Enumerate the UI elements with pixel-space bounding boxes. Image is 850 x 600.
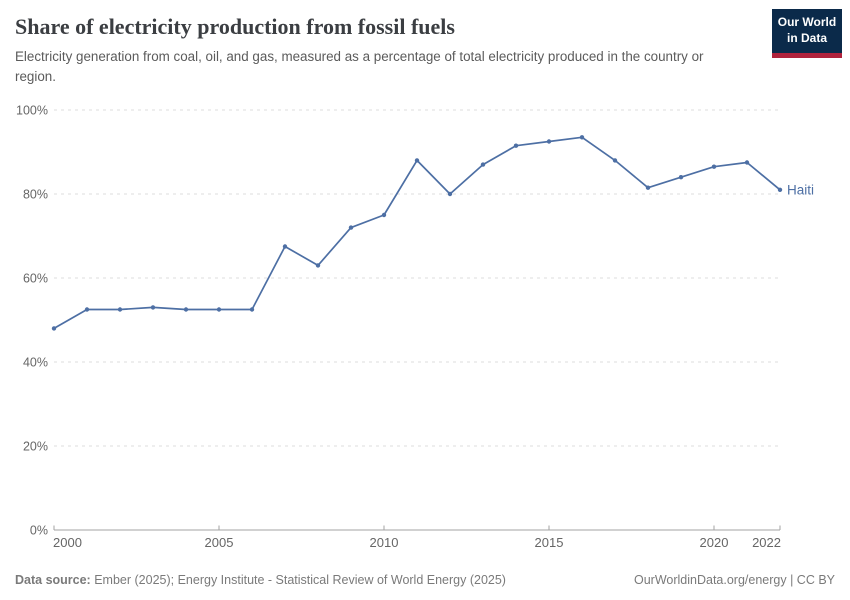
y-tick-label: 80%: [23, 188, 48, 202]
data-point[interactable]: [117, 307, 123, 312]
chart-header: Share of electricity production from fos…: [15, 14, 835, 86]
x-axis-labels: 2000 2005 2010 2015 2020 2022: [53, 535, 781, 550]
x-tick-label: 2005: [205, 535, 234, 550]
data-point[interactable]: [216, 307, 222, 312]
data-point[interactable]: [84, 307, 90, 312]
data-source-text: Ember (2025); Energy Institute - Statist…: [94, 573, 506, 587]
y-tick-label: 60%: [23, 272, 48, 286]
owid-logo-line1: Our World: [777, 15, 837, 29]
data-point[interactable]: [579, 135, 585, 140]
chart-plot-area: 0% 20% 40% 60% 80% 100% 2000 2005 2010 2015 2020 20…: [0, 95, 850, 560]
data-point[interactable]: [645, 185, 651, 190]
data-point[interactable]: [744, 160, 750, 165]
data-point[interactable]: [513, 143, 519, 148]
data-points: [51, 135, 783, 331]
data-point[interactable]: [711, 164, 717, 169]
x-tick-label: 2010: [370, 535, 399, 550]
data-point[interactable]: [612, 158, 618, 163]
chart-subtitle: Electricity generation from coal, oil, a…: [15, 49, 704, 84]
data-point[interactable]: [315, 263, 321, 268]
series-haiti: Haiti: [51, 135, 814, 331]
data-point[interactable]: [51, 326, 57, 331]
data-point[interactable]: [447, 191, 453, 197]
data-source-note: Data source: Ember (2025); Energy Instit…: [15, 573, 506, 587]
data-point[interactable]: [546, 139, 552, 144]
y-tick-label: 40%: [23, 356, 48, 370]
chart-svg: 0%20%40%60%80%100%2000 2005 2010 2015 2020 20…: [16, 104, 814, 551]
x-tick-label: 2000: [53, 535, 82, 550]
gridlines: [54, 109, 780, 447]
y-tick-label: 100%: [16, 104, 48, 118]
data-point[interactable]: [678, 175, 684, 180]
data-point[interactable]: [777, 187, 783, 192]
data-point[interactable]: [381, 212, 387, 218]
owid-logo[interactable]: Our World in Data: [772, 9, 842, 58]
credit-link[interactable]: OurWorldinData.org/energy | CC BY: [633, 573, 835, 587]
y-axis-labels: 0% 20% 40% 60% 80% 100%: [16, 104, 48, 538]
x-tick-label: 2020: [700, 535, 729, 550]
data-point[interactable]: [249, 307, 255, 312]
data-point[interactable]: [414, 158, 420, 163]
data-point[interactable]: [348, 225, 354, 230]
data-point[interactable]: [183, 307, 189, 312]
data-source-label: Data source:: [15, 573, 91, 587]
x-tick-label: 2022: [752, 535, 781, 550]
x-tick-label: 2015: [535, 535, 564, 550]
data-point[interactable]: [282, 244, 288, 249]
y-tick-label: 20%: [23, 440, 48, 454]
chart-title: Share of electricity production from fos…: [15, 14, 455, 39]
entity-label[interactable]: Haiti: [787, 182, 814, 197]
series-line: [53, 136, 781, 330]
y-tick-label: 0%: [30, 524, 48, 538]
owid-logo-line2: in Data: [786, 30, 827, 45]
chart-footer: Data source: Ember (2025); Energy Instit…: [15, 573, 835, 587]
data-point[interactable]: [150, 305, 156, 310]
data-point[interactable]: [480, 162, 486, 167]
x-axis: [53, 525, 781, 531]
